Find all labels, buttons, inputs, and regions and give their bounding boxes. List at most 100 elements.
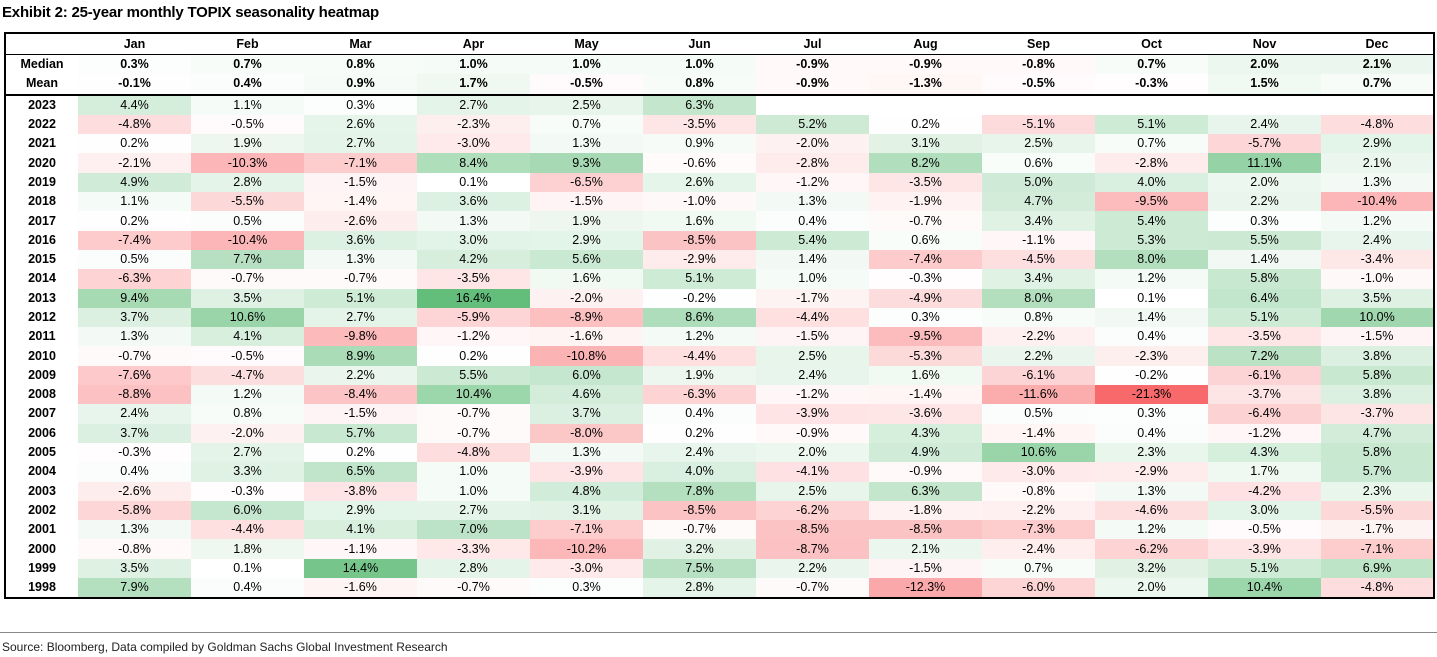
heat-cell-2023-sep	[982, 94, 1095, 115]
year-label: 2007	[28, 406, 56, 421]
heat-cell-2005-mar: 0.2%	[304, 442, 417, 463]
heat-cell-2013-apr: 16.4%	[417, 288, 530, 308]
heat-cell-2001-mar: 4.1%	[304, 520, 417, 540]
heat-cell-2003-dec: 2.3%	[1321, 481, 1434, 501]
year-row-2012: 2012 3.7% 10.6% 2.7% -5.9% -8.9% 8.6% -4.4% 0.3%…	[5, 307, 1434, 328]
heat-cell-2010-dec: 3.8%	[1321, 346, 1434, 366]
month-header-nov: Nov	[1208, 33, 1321, 55]
year-row-2023: 2023 4.4% 1.1% 0.3% 2.7% 2.5% 6.3%	[5, 94, 1434, 115]
heat-cell-2018-apr: 3.6%	[417, 192, 530, 212]
stat-cell-median-sep: -0.8%	[982, 54, 1095, 75]
heat-cell-2002-dec: -5.5%	[1321, 500, 1434, 521]
heat-cell-2016-aug: 0.6%	[869, 230, 982, 250]
heat-cell-2022-aug: 0.2%	[869, 114, 982, 135]
heat-cell-1998-mar: -1.6%	[304, 578, 417, 599]
heat-cell-2021-nov: -5.7%	[1208, 134, 1321, 154]
heat-cell-2023-may: 2.5%	[530, 94, 643, 115]
year-label: 2013	[28, 290, 56, 305]
stat-cell-median-mar: 0.8%	[304, 54, 417, 75]
heat-cell-1998-dec: -4.8%	[1321, 578, 1434, 599]
heat-cell-2005-feb: 2.7%	[191, 442, 304, 463]
heat-cell-2008-may: 4.6%	[530, 385, 643, 405]
stat-cell-median-apr: 1.0%	[417, 54, 530, 75]
heat-cell-2020-jan: -2.1%	[78, 153, 191, 173]
heat-cell-2019-nov: 2.0%	[1208, 172, 1321, 193]
heat-cell-2020-dec: 2.1%	[1321, 153, 1434, 173]
stat-cell-mean-nov: 1.5%	[1208, 74, 1321, 96]
heat-cell-2011-oct: 0.4%	[1095, 327, 1208, 347]
heat-cell-2013-mar: 5.1%	[304, 288, 417, 308]
month-header-jun: Jun	[643, 33, 756, 55]
heat-cell-2019-may: -6.5%	[530, 172, 643, 193]
heat-cell-2001-sep: -7.3%	[982, 520, 1095, 540]
heat-cell-2012-oct: 1.4%	[1095, 307, 1208, 328]
heat-cell-2018-dec: -10.4%	[1321, 192, 1434, 212]
month-header-may: May	[530, 33, 643, 55]
stat-cell-median-aug: -0.9%	[869, 54, 982, 75]
heat-cell-2023-jan: 4.4%	[78, 94, 191, 115]
heat-cell-2005-jul: 2.0%	[756, 442, 869, 463]
heat-cell-2000-aug: 2.1%	[869, 539, 982, 559]
heat-cell-2015-apr: 4.2%	[417, 249, 530, 270]
heat-cell-2008-aug: -1.4%	[869, 385, 982, 405]
heat-cell-2001-jul: -8.5%	[756, 520, 869, 540]
heat-cell-2013-may: -2.0%	[530, 288, 643, 308]
heat-cell-2003-jun: 7.8%	[643, 481, 756, 501]
year-label: 1999	[28, 560, 56, 575]
heat-cell-2020-oct: -2.8%	[1095, 153, 1208, 173]
heat-cell-2017-aug: -0.7%	[869, 211, 982, 231]
heat-cell-2022-jan: -4.8%	[78, 114, 191, 135]
heat-cell-2003-jul: 2.5%	[756, 481, 869, 501]
heat-cell-2021-mar: 2.7%	[304, 134, 417, 154]
year-row-2009: 2009 -7.6% -4.7% 2.2% 5.5% 6.0% 1.9% 2.4% 1.6% -6…	[5, 365, 1434, 386]
heat-cell-2023-jul	[756, 94, 869, 115]
heat-cell-2020-mar: -7.1%	[304, 153, 417, 173]
heat-cell-2015-may: 5.6%	[530, 249, 643, 270]
heat-cell-2017-may: 1.9%	[530, 211, 643, 231]
heat-cell-2023-aug	[869, 94, 982, 115]
heat-cell-2010-oct: -2.3%	[1095, 346, 1208, 366]
heat-cell-2005-dec: 5.8%	[1321, 442, 1434, 463]
heat-cell-2003-feb: -0.3%	[191, 481, 304, 501]
year-row-1998: 1998 7.9% 0.4% -1.6% -0.7% 0.3% 2.8% -0.7% -12.3…	[5, 578, 1434, 599]
month-header-sep: Sep	[982, 33, 1095, 55]
heat-cell-2011-sep: -2.2%	[982, 327, 1095, 347]
heat-cell-2022-oct: 5.1%	[1095, 114, 1208, 135]
heat-cell-2019-apr: 0.1%	[417, 172, 530, 193]
heat-cell-2010-may: -10.8%	[530, 346, 643, 366]
month-header-jan: Jan	[78, 33, 191, 55]
year-label: 2001	[28, 522, 56, 537]
heat-cell-2000-apr: -3.3%	[417, 539, 530, 559]
heat-cell-2012-feb: 10.6%	[191, 307, 304, 328]
heat-cell-2002-aug: -1.8%	[869, 500, 982, 521]
heat-cell-2017-nov: 0.3%	[1208, 211, 1321, 231]
stat-cell-mean-aug: -1.3%	[869, 74, 982, 96]
heat-cell-2012-mar: 2.7%	[304, 307, 417, 328]
heat-cell-2017-jan: 0.2%	[78, 211, 191, 231]
heat-cell-2009-may: 6.0%	[530, 365, 643, 386]
heat-cell-1998-jun: 2.8%	[643, 578, 756, 599]
year-label: 2014	[28, 271, 56, 286]
heat-cell-2007-aug: -3.6%	[869, 404, 982, 424]
heat-cell-2000-jul: -8.7%	[756, 539, 869, 559]
heat-cell-2010-apr: 0.2%	[417, 346, 530, 366]
heat-cell-2006-apr: -0.7%	[417, 423, 530, 443]
heat-cell-1998-aug: -12.3%	[869, 578, 982, 599]
heat-cell-2013-jul: -1.7%	[756, 288, 869, 308]
heat-cell-2013-sep: 8.0%	[982, 288, 1095, 308]
heat-cell-2002-feb: 6.0%	[191, 500, 304, 521]
heat-cell-2006-mar: 5.7%	[304, 423, 417, 443]
year-label: 2000	[28, 541, 56, 556]
heat-cell-1998-may: 0.3%	[530, 578, 643, 599]
heat-cell-2015-jul: 1.4%	[756, 249, 869, 270]
stat-cell-mean-may: -0.5%	[530, 74, 643, 96]
year-label: 2021	[28, 136, 56, 151]
year-row-2013: 2013 9.4% 3.5% 5.1% 16.4% -2.0% -0.2% -1.7% -4.9…	[5, 288, 1434, 308]
heat-cell-2005-may: 1.3%	[530, 442, 643, 463]
heat-cell-2015-oct: 8.0%	[1095, 249, 1208, 270]
heat-cell-2014-may: 1.6%	[530, 269, 643, 289]
heat-cell-2016-sep: -1.1%	[982, 230, 1095, 250]
heat-cell-2022-jul: 5.2%	[756, 114, 869, 135]
heat-cell-2005-nov: 4.3%	[1208, 442, 1321, 463]
heat-cell-2009-jan: -7.6%	[78, 365, 191, 386]
